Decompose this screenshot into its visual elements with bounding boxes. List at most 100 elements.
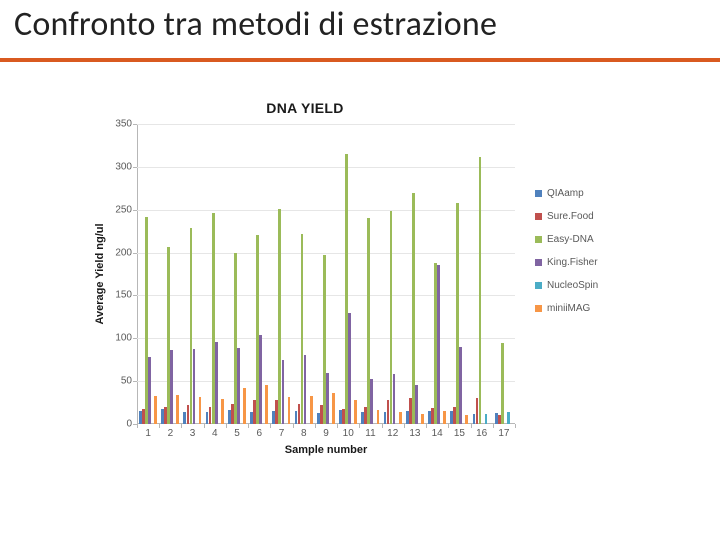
legend-item: Easy-DNA: [535, 234, 655, 245]
legend-swatch: [535, 259, 542, 266]
y-tick-label: 250: [115, 204, 132, 215]
x-tick: [359, 424, 360, 428]
bar: [399, 412, 402, 424]
y-tick-label: 350: [115, 119, 132, 130]
y-tick-label: 150: [115, 290, 132, 301]
bar: [304, 355, 307, 424]
x-tick-label: 1: [145, 428, 151, 439]
x-tick: [315, 424, 316, 428]
legend-swatch: [535, 190, 542, 197]
legend-swatch: [535, 236, 542, 243]
legend-swatch: [535, 282, 542, 289]
bar: [193, 349, 196, 424]
legend-label: Easy-DNA: [547, 234, 594, 245]
legend-label: miniiMAG: [547, 303, 590, 314]
x-tick-label: 7: [279, 428, 285, 439]
x-tick-label: 5: [234, 428, 240, 439]
x-tick-label: 12: [387, 428, 398, 439]
x-tick-label: 15: [454, 428, 465, 439]
bar: [501, 343, 504, 424]
x-tick: [293, 424, 294, 428]
bar: [170, 350, 173, 424]
legend-item: NucleoSpin: [535, 280, 655, 291]
x-tick-label: 16: [476, 428, 487, 439]
y-tick-label: 50: [121, 376, 132, 387]
chart-legend: QIAamp Sure.Food Easy-DNA King.Fisher Nucleo…: [535, 188, 655, 326]
bar: [348, 313, 351, 424]
bar: [465, 415, 468, 424]
x-tick: [337, 424, 338, 428]
x-tick: [493, 424, 494, 428]
y-tick-label: 200: [115, 247, 132, 258]
title-underline: [0, 58, 720, 62]
legend-item: Sure.Food: [535, 211, 655, 222]
legend-swatch: [535, 305, 542, 312]
legend-label: QIAamp: [547, 188, 584, 199]
legend-swatch: [535, 213, 542, 220]
bar: [437, 265, 440, 424]
x-tick: [515, 424, 516, 428]
x-tick-label: 14: [432, 428, 443, 439]
bar: [288, 397, 291, 424]
bar: [154, 396, 157, 424]
x-tick: [137, 424, 138, 428]
y-tick: [133, 124, 137, 125]
legend-label: King.Fisher: [547, 257, 598, 268]
x-tick: [159, 424, 160, 428]
bar: [326, 373, 329, 424]
bar: [332, 393, 335, 424]
x-tick: [471, 424, 472, 428]
bar: [221, 399, 224, 424]
x-tick-label: 13: [409, 428, 420, 439]
bar: [415, 385, 418, 424]
y-tick: [133, 381, 137, 382]
bar: [176, 395, 179, 424]
bar: [507, 412, 510, 424]
x-tick-label: 10: [343, 428, 354, 439]
slide: Confronto tra metodi di estrazione DNA Y…: [0, 0, 720, 540]
x-tick-label: 9: [323, 428, 329, 439]
bar: [354, 400, 357, 424]
x-tick: [204, 424, 205, 428]
y-tick: [133, 253, 137, 254]
x-tick: [226, 424, 227, 428]
legend-label: NucleoSpin: [547, 280, 598, 291]
grid-line: [137, 167, 515, 168]
x-tick-label: 6: [257, 428, 263, 439]
y-tick-label: 300: [115, 161, 132, 172]
bar: [215, 342, 218, 424]
bar: [393, 374, 396, 424]
x-tick: [448, 424, 449, 428]
x-tick-label: 17: [498, 428, 509, 439]
y-tick-label: 0: [126, 419, 132, 430]
bar: [310, 396, 313, 424]
bar: [199, 397, 202, 424]
bar: [421, 414, 424, 424]
bar: [148, 357, 151, 424]
plot-area: 0501001502002503003501234567891011121314…: [137, 124, 515, 424]
bar: [237, 348, 240, 424]
bar: [459, 347, 462, 424]
legend-item: QIAamp: [535, 188, 655, 199]
chart-title: DNA YIELD: [95, 100, 515, 116]
x-tick: [248, 424, 249, 428]
y-axis-label: Average Yield ng/ul: [94, 223, 106, 324]
x-tick-label: 11: [365, 428, 375, 439]
bar: [377, 410, 380, 424]
bar: [485, 414, 488, 424]
x-tick: [270, 424, 271, 428]
y-tick: [133, 295, 137, 296]
bar: [265, 385, 268, 424]
y-tick: [133, 210, 137, 211]
bar: [282, 360, 285, 424]
x-tick: [181, 424, 182, 428]
grid-line: [137, 124, 515, 125]
x-axis-label: Sample number: [137, 444, 515, 456]
x-tick-label: 8: [301, 428, 307, 439]
x-tick-label: 3: [190, 428, 196, 439]
y-tick-label: 100: [115, 333, 132, 344]
x-tick-label: 2: [168, 428, 174, 439]
x-tick-label: 4: [212, 428, 218, 439]
bar: [259, 335, 262, 424]
dna-yield-chart: DNA YIELD Average Yield ng/ul 0501001502…: [95, 100, 655, 470]
